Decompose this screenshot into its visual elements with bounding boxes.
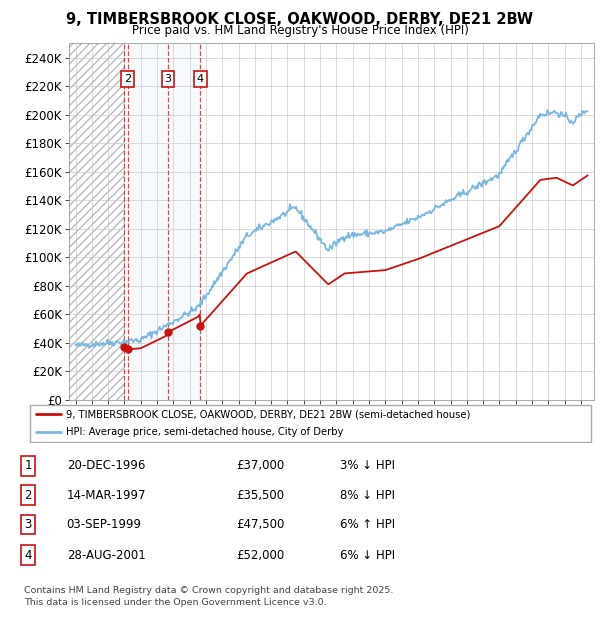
Text: 9, TIMBERSBROOK CLOSE, OAKWOOD, DERBY, DE21 2BW: 9, TIMBERSBROOK CLOSE, OAKWOOD, DERBY, D… xyxy=(67,12,533,27)
Text: £47,500: £47,500 xyxy=(236,518,285,531)
Text: Contains HM Land Registry data © Crown copyright and database right 2025.: Contains HM Land Registry data © Crown c… xyxy=(24,586,394,595)
Text: 2: 2 xyxy=(124,74,131,84)
Text: This data is licensed under the Open Government Licence v3.0.: This data is licensed under the Open Gov… xyxy=(24,598,326,607)
Text: £37,000: £37,000 xyxy=(236,459,285,472)
Bar xyxy=(69,43,124,400)
Text: 4: 4 xyxy=(25,549,32,562)
Text: 4: 4 xyxy=(197,74,204,84)
Text: 2: 2 xyxy=(25,489,32,502)
Text: 3: 3 xyxy=(164,74,172,84)
FancyBboxPatch shape xyxy=(30,405,591,441)
Text: 20-DEC-1996: 20-DEC-1996 xyxy=(67,459,145,472)
Text: 1: 1 xyxy=(25,459,32,472)
Text: 28-AUG-2001: 28-AUG-2001 xyxy=(67,549,145,562)
Text: 14-MAR-1997: 14-MAR-1997 xyxy=(67,489,146,502)
Text: HPI: Average price, semi-detached house, City of Derby: HPI: Average price, semi-detached house,… xyxy=(65,427,343,437)
Text: Price paid vs. HM Land Registry's House Price Index (HPI): Price paid vs. HM Land Registry's House … xyxy=(131,24,469,37)
Text: 3% ↓ HPI: 3% ↓ HPI xyxy=(340,459,395,472)
Text: £35,500: £35,500 xyxy=(236,489,285,502)
Text: 3: 3 xyxy=(25,518,32,531)
Bar xyxy=(128,43,200,400)
Text: 6% ↓ HPI: 6% ↓ HPI xyxy=(340,549,395,562)
Text: 9, TIMBERSBROOK CLOSE, OAKWOOD, DERBY, DE21 2BW (semi-detached house): 9, TIMBERSBROOK CLOSE, OAKWOOD, DERBY, D… xyxy=(65,409,470,419)
Text: £52,000: £52,000 xyxy=(236,549,285,562)
Text: 03-SEP-1999: 03-SEP-1999 xyxy=(67,518,142,531)
Text: 6% ↑ HPI: 6% ↑ HPI xyxy=(340,518,395,531)
Text: 8% ↓ HPI: 8% ↓ HPI xyxy=(340,489,395,502)
